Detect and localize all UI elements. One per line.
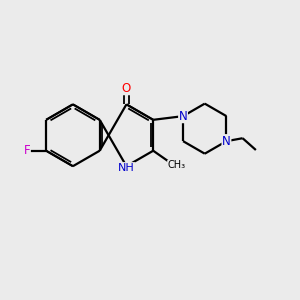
Text: F: F: [24, 144, 30, 157]
Text: CH₃: CH₃: [168, 160, 186, 170]
Text: O: O: [122, 82, 131, 95]
Text: N: N: [179, 110, 188, 123]
Text: N: N: [222, 135, 231, 148]
Text: NH: NH: [118, 163, 135, 173]
